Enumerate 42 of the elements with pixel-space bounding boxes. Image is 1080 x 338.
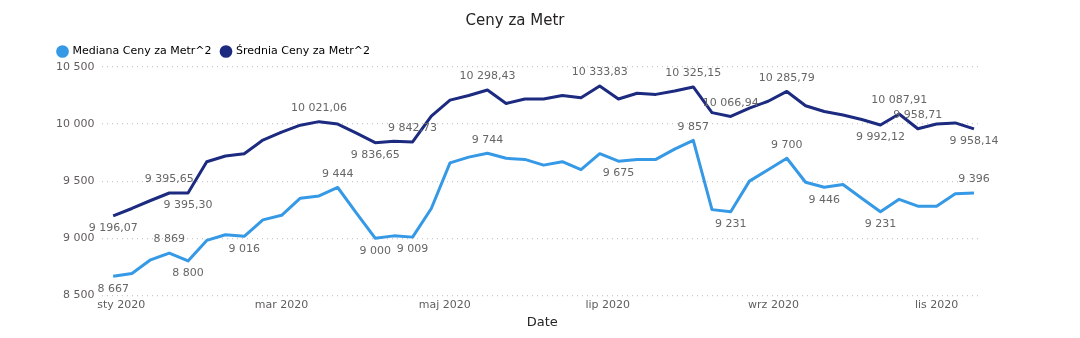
data-label: 8 667 bbox=[97, 281, 129, 295]
data-label: 9 231 bbox=[714, 217, 747, 231]
data-label: 10 087,91 bbox=[871, 93, 928, 107]
legend-label: Średnia Ceny za Metr^2 bbox=[235, 44, 371, 58]
x-tick-label: sty 2020 bbox=[97, 297, 146, 311]
x-tick-label: mar 2020 bbox=[254, 297, 309, 311]
y-tick-label: 8 500 bbox=[62, 288, 95, 302]
data-label: 9 395,30 bbox=[163, 198, 213, 212]
y-tick-label: 9 500 bbox=[62, 173, 95, 187]
chart-title: Ceny za Metr bbox=[465, 10, 566, 29]
y-tick-label: 9 000 bbox=[62, 231, 95, 245]
data-label: 9 016 bbox=[228, 241, 260, 255]
data-label: 10 285,79 bbox=[758, 70, 815, 84]
data-label: 9 857 bbox=[677, 119, 710, 133]
data-label: 9 446 bbox=[808, 192, 841, 206]
data-label: 9 675 bbox=[602, 166, 635, 180]
data-label: 9 000 bbox=[359, 243, 391, 257]
data-label: 9 395,65 bbox=[144, 172, 194, 186]
legend-label: Mediana Ceny za Metr^2 bbox=[72, 44, 212, 58]
data-label: 10 333,83 bbox=[571, 65, 628, 79]
data-label: 10 325,15 bbox=[665, 66, 722, 80]
data-label: 8 800 bbox=[172, 266, 204, 280]
data-label: 9 231 bbox=[864, 217, 897, 231]
data-label: 10 298,43 bbox=[459, 69, 516, 83]
data-label: 9 992,12 bbox=[855, 130, 905, 144]
x-tick-label: lip 2020 bbox=[585, 297, 631, 311]
data-label: 10 021,06 bbox=[291, 101, 348, 115]
x-tick-label: lis 2020 bbox=[914, 297, 959, 311]
y-tick-label: 10 000 bbox=[55, 116, 95, 130]
data-label: 9 444 bbox=[321, 166, 354, 180]
data-label: 9 744 bbox=[471, 132, 504, 146]
x-axis-title: Date bbox=[526, 313, 558, 329]
data-label: 9 958,71 bbox=[893, 108, 943, 122]
data-label: 9 396 bbox=[958, 172, 990, 186]
data-label: 8 869 bbox=[153, 232, 186, 246]
data-label: 9 009 bbox=[396, 242, 429, 256]
y-tick-label: 10 500 bbox=[55, 59, 95, 73]
data-label: 9 836,65 bbox=[350, 148, 400, 162]
data-label: 9 958,14 bbox=[949, 134, 999, 148]
data-label: 9 700 bbox=[771, 137, 803, 151]
x-tick-label: wrz 2020 bbox=[748, 297, 799, 311]
x-tick-label: maj 2020 bbox=[418, 297, 471, 311]
